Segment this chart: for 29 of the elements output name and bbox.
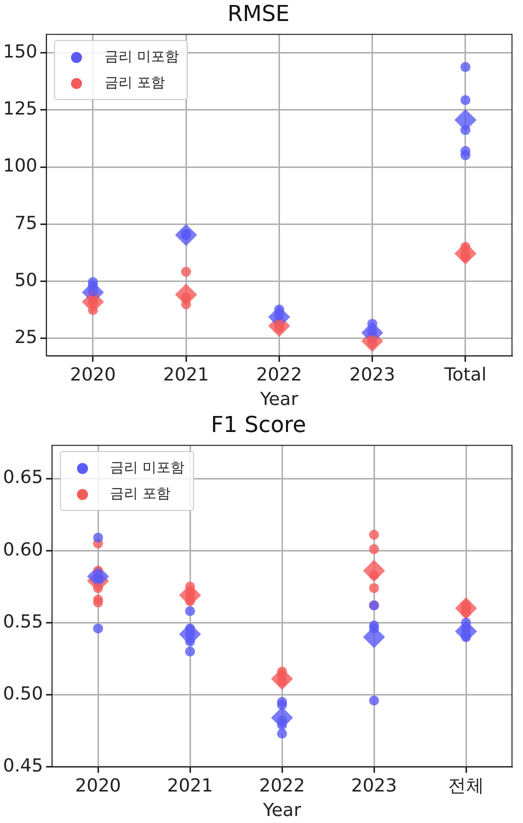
x-tick-label: 2021 — [167, 775, 213, 796]
x-tick-label: 2023 — [351, 775, 397, 796]
chart-title: RMSE — [227, 2, 290, 27]
x-tick-label: 2020 — [70, 364, 116, 386]
y-tick-label: 0.60 — [3, 539, 44, 560]
x-tick-label: Total — [443, 364, 486, 386]
x-axis-title: Year — [259, 388, 299, 410]
x-tick-label: 2022 — [256, 364, 302, 386]
x-axis-title: Year — [262, 800, 302, 821]
x-tick-label: 2022 — [259, 775, 305, 796]
y-tick-label: 0.50 — [3, 683, 44, 704]
y-tick-label: 50 — [14, 270, 38, 291]
legend-label: 금리 포함 — [110, 485, 171, 504]
chart-title: F1 Score — [210, 412, 306, 438]
y-tick-label: 0.45 — [3, 755, 44, 776]
y-tick-label: 75 — [14, 212, 38, 234]
legend-label: 금리 미포함 — [104, 48, 179, 66]
x-tick-label: 2023 — [349, 364, 396, 386]
y-tick-label: 25 — [14, 326, 38, 348]
y-tick-label: 0.55 — [3, 611, 44, 632]
x-tick-label: 2021 — [163, 364, 209, 386]
y-tick-label: 100 — [2, 156, 38, 177]
y-tick-label: 0.65 — [3, 467, 44, 488]
legend-label: 금리 포함 — [104, 74, 165, 92]
y-tick-label: 150 — [2, 42, 38, 63]
legend-label: 금리 미포함 — [110, 459, 185, 478]
x-tick-label: 전체 — [448, 775, 484, 796]
x-tick-label: 2020 — [75, 775, 121, 796]
y-tick-label: 125 — [2, 98, 38, 120]
